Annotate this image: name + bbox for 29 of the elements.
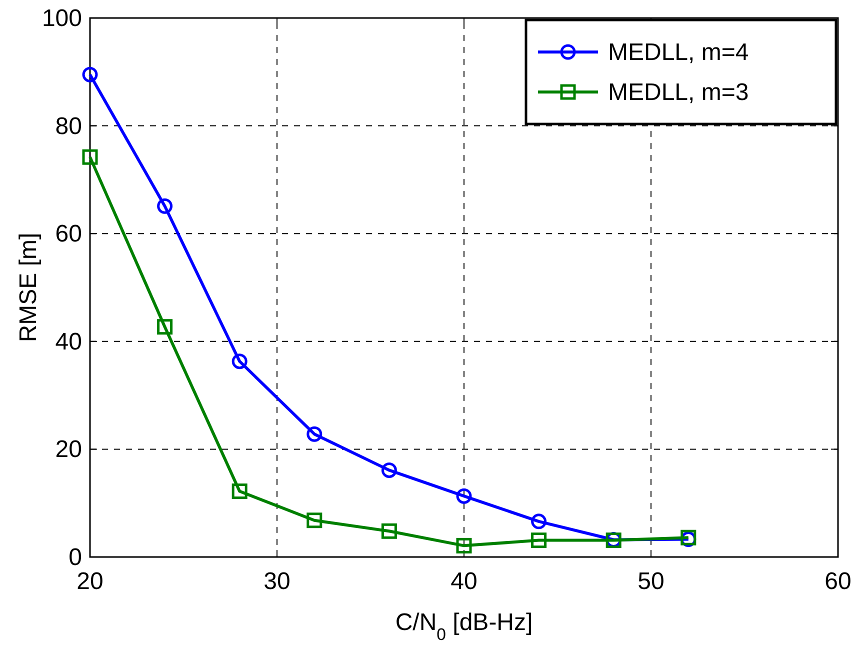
y-tick-label: 80 xyxy=(55,112,82,140)
x-axis-title: C/N$_{0}$ [dB-Hz] xyxy=(395,609,533,644)
point xyxy=(381,523,397,539)
y-tick-label: 40 xyxy=(55,328,82,356)
point xyxy=(531,514,547,530)
legend-label: MEDLL, m=4 xyxy=(608,39,749,66)
y-tick-label: 0 xyxy=(68,544,82,571)
x-tick-label: 60 xyxy=(824,568,852,595)
point xyxy=(232,354,248,370)
point xyxy=(157,198,173,214)
x-tick-label: 50 xyxy=(638,568,664,595)
point xyxy=(82,66,98,82)
y-tick-label: 100 xyxy=(42,5,82,32)
point xyxy=(381,462,397,478)
point xyxy=(157,319,173,335)
point xyxy=(531,532,547,548)
x-tick-label: 30 xyxy=(264,568,290,595)
y-tick-label: 60 xyxy=(55,220,82,248)
legend-label: MEDLL, m=3 xyxy=(608,79,749,106)
point xyxy=(232,483,248,499)
point xyxy=(82,149,98,165)
point xyxy=(306,426,322,442)
point xyxy=(456,538,472,554)
x-tick-label: 40 xyxy=(450,568,478,595)
y-axis-title: RMSE [m] xyxy=(15,232,42,342)
point xyxy=(456,488,472,504)
y-tick-label: 20 xyxy=(55,436,82,464)
x-tick-label: 20 xyxy=(76,568,104,595)
point xyxy=(306,512,322,528)
